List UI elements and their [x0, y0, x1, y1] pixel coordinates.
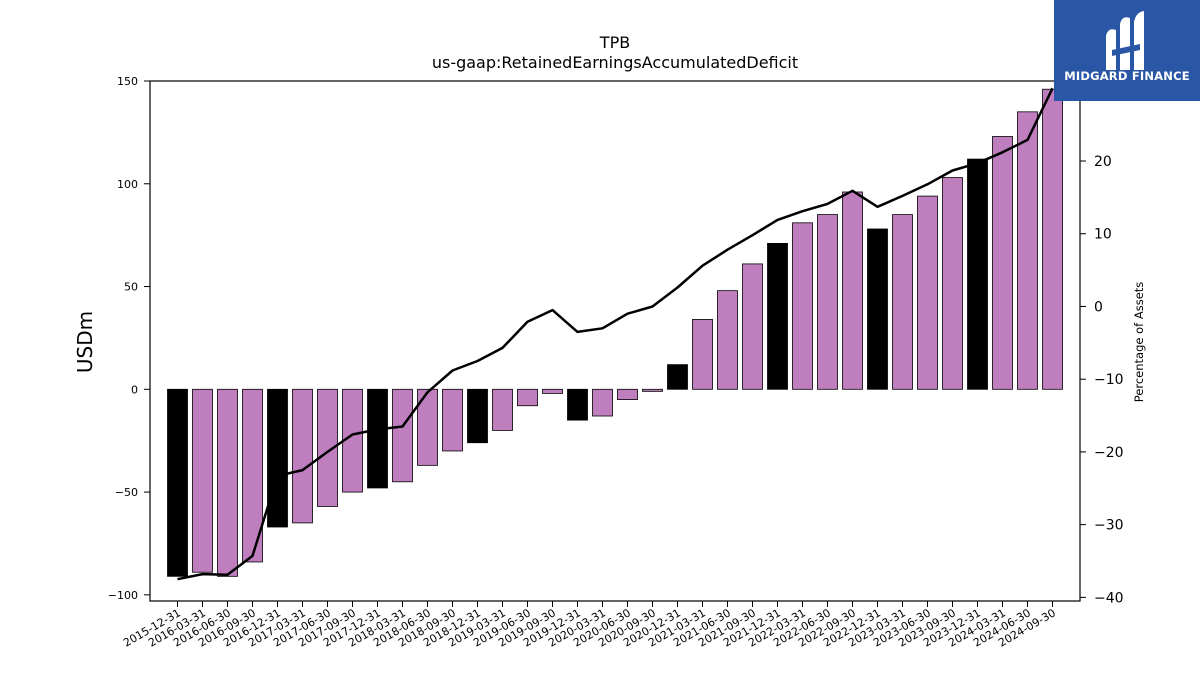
chart-subtitle: us-gaap:RetainedEarningsAccumulatedDefic… — [432, 53, 798, 72]
bar — [492, 388, 513, 431]
bar — [842, 191, 863, 390]
bar — [367, 388, 388, 489]
bar — [592, 388, 613, 417]
bar — [992, 136, 1013, 390]
bar — [567, 388, 588, 421]
bar — [217, 388, 238, 577]
bar — [792, 222, 813, 390]
bar — [517, 388, 538, 407]
y-axis-label: USDm — [73, 311, 97, 373]
bar — [1017, 111, 1038, 390]
bar — [467, 388, 488, 444]
bar — [667, 364, 688, 390]
bar — [317, 388, 338, 507]
bar — [742, 263, 763, 390]
y-tick-label: −100 — [108, 589, 138, 602]
bar — [267, 388, 288, 528]
bar — [417, 388, 438, 466]
bar — [967, 158, 988, 390]
line-group — [177, 87, 1054, 581]
bar — [917, 195, 938, 390]
bars-group — [167, 88, 1063, 577]
y2-tick-label: −30 — [1094, 518, 1124, 534]
bar — [242, 388, 263, 563]
axes-group: −100−50050100150−40−30−20−1001020302015-… — [108, 75, 1124, 650]
y2-tick-label: −40 — [1094, 590, 1124, 606]
y-tick-label: 100 — [117, 178, 138, 191]
y2-tick-label: 0 — [1094, 299, 1103, 315]
bar — [642, 388, 663, 392]
bar — [617, 388, 638, 400]
bar — [192, 388, 213, 573]
brand-name: MIDGARD FINANCE — [1064, 69, 1190, 83]
bar — [867, 228, 888, 390]
plot-frame — [149, 80, 1081, 602]
bar — [167, 388, 188, 577]
y-tick-label: 50 — [124, 281, 138, 294]
bar — [392, 388, 413, 483]
y2-tick-label: 10 — [1094, 227, 1112, 243]
bar — [442, 388, 463, 452]
bar — [767, 242, 788, 390]
bar — [292, 388, 313, 524]
y-tick-label: 150 — [117, 75, 138, 88]
y-tick-label: 0 — [131, 383, 138, 396]
chart-title: TPB — [599, 33, 630, 52]
bar — [692, 319, 713, 390]
series-line — [177, 87, 1054, 581]
bar — [817, 214, 838, 390]
bar — [542, 388, 563, 394]
bar — [942, 177, 963, 390]
bar — [892, 214, 913, 390]
y-tick-label: −50 — [115, 486, 138, 499]
y2-tick-label: −10 — [1094, 372, 1124, 388]
y2-tick-label: 20 — [1094, 154, 1112, 170]
bar — [1042, 88, 1063, 390]
y2-tick-label: −20 — [1094, 445, 1124, 461]
y2-axis-label: Percentage of Assets — [1132, 282, 1146, 403]
bar — [717, 290, 738, 390]
brand-logo: MIDGARD FINANCE — [1054, 0, 1200, 101]
brand-logo-mark-icon — [1106, 11, 1144, 70]
